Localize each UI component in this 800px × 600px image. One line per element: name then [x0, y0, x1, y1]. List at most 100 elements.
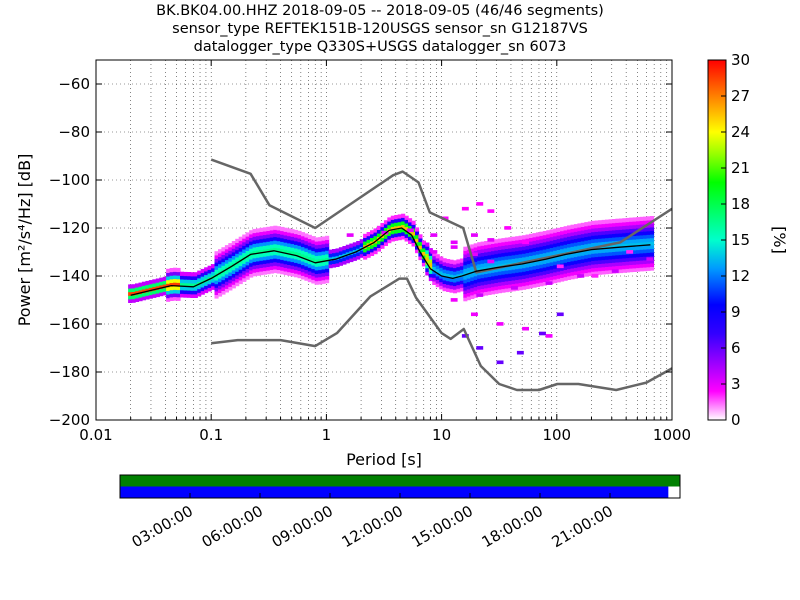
heat-cell	[218, 267, 223, 272]
heat-cell	[511, 236, 516, 241]
heat-cell	[228, 275, 233, 280]
heat-cell	[224, 270, 229, 275]
heat-cell	[432, 262, 437, 267]
heat-cell	[605, 226, 610, 231]
heat-cell	[470, 269, 475, 274]
heat-cell	[480, 270, 485, 275]
heat-cell	[266, 262, 271, 267]
heat-cell	[591, 249, 596, 254]
heat-outlier-cell	[346, 233, 354, 237]
heat-cell	[618, 225, 623, 230]
heat-cell	[466, 260, 471, 265]
heat-cell	[349, 250, 354, 255]
heat-cell	[211, 282, 216, 287]
heat-cell	[304, 247, 309, 252]
heat-cell	[325, 271, 330, 276]
heat-cell	[273, 225, 278, 230]
heat-cell	[625, 257, 630, 262]
heat-cell	[459, 283, 464, 288]
heat-cell	[636, 245, 641, 251]
heat-cell	[276, 244, 281, 249]
heat-cell	[650, 248, 655, 253]
heat-cell	[169, 289, 174, 294]
heat-cell	[138, 297, 143, 302]
heat-cell	[304, 276, 309, 281]
heat-cell	[539, 264, 544, 269]
heat-cell	[439, 281, 444, 286]
heat-cell	[314, 237, 319, 242]
heat-outlier-cell	[591, 274, 599, 278]
heat-cell	[242, 263, 247, 268]
heat-cell	[318, 244, 323, 249]
heat-cell	[304, 251, 309, 256]
heat-cell	[563, 237, 568, 242]
heat-cell	[307, 234, 312, 239]
heat-cell	[283, 260, 288, 265]
heat-cell	[321, 268, 326, 274]
heat-cell	[428, 251, 433, 256]
heat-cell	[321, 240, 326, 245]
heat-cell	[470, 284, 475, 289]
heat-cell	[518, 253, 523, 258]
heat-cell	[318, 237, 323, 242]
heat-cell	[577, 234, 582, 239]
heat-cell	[612, 247, 617, 252]
heat-cell	[328, 253, 333, 258]
heat-cell	[522, 249, 527, 254]
heat-cell	[207, 283, 212, 288]
heat-cell	[252, 239, 257, 244]
heat-cell	[224, 248, 229, 253]
heat-cell	[615, 236, 620, 241]
heat-outlier-cell	[556, 312, 564, 317]
heat-cell	[491, 283, 496, 288]
heat-cell	[231, 241, 236, 246]
heat-cell	[325, 250, 330, 255]
heat-cell	[622, 243, 627, 248]
heat-cell	[532, 261, 537, 267]
heat-cell	[307, 270, 312, 275]
heat-cell	[539, 246, 544, 251]
heat-cell	[314, 266, 319, 271]
heat-cell	[453, 271, 458, 276]
heat-cell	[397, 225, 402, 230]
heat-cell	[401, 213, 406, 218]
heat-cell	[214, 258, 219, 263]
heat-cell	[587, 239, 592, 244]
heat-cell	[401, 228, 406, 233]
heat-cell	[252, 264, 257, 270]
heat-cell	[287, 271, 292, 276]
heat-cell	[221, 258, 226, 263]
heat-cell	[515, 254, 520, 259]
heat-cell	[643, 267, 648, 272]
heat-cell	[618, 222, 623, 227]
heat-cell	[612, 244, 617, 249]
heat-cell	[266, 270, 271, 275]
heat-cell	[477, 253, 482, 258]
heat-cell	[235, 267, 240, 272]
heat-cell	[459, 269, 464, 274]
heat-cell	[259, 260, 264, 265]
heat-cell	[622, 261, 627, 266]
heat-cell	[563, 244, 568, 249]
heat-cell	[532, 276, 537, 281]
heat-cell	[356, 241, 361, 246]
heat-cell	[639, 267, 644, 272]
heat-cell	[228, 257, 233, 262]
heat-cell	[169, 282, 174, 287]
heat-cell	[577, 263, 582, 268]
heat-cell	[636, 217, 641, 222]
heat-cell	[401, 224, 406, 229]
heat-cell	[214, 254, 219, 259]
heat-cell	[484, 277, 489, 282]
heat-cell	[546, 248, 551, 253]
heat-cell	[373, 246, 378, 251]
heat-cell	[387, 239, 392, 244]
heat-cell	[573, 227, 578, 232]
heat-cell	[390, 230, 395, 235]
heat-cell	[325, 257, 330, 262]
heat-cell	[283, 245, 288, 250]
heat-cell	[473, 275, 478, 280]
heat-cell	[477, 278, 482, 283]
heat-cell	[625, 246, 630, 251]
heat-cell	[629, 235, 634, 240]
